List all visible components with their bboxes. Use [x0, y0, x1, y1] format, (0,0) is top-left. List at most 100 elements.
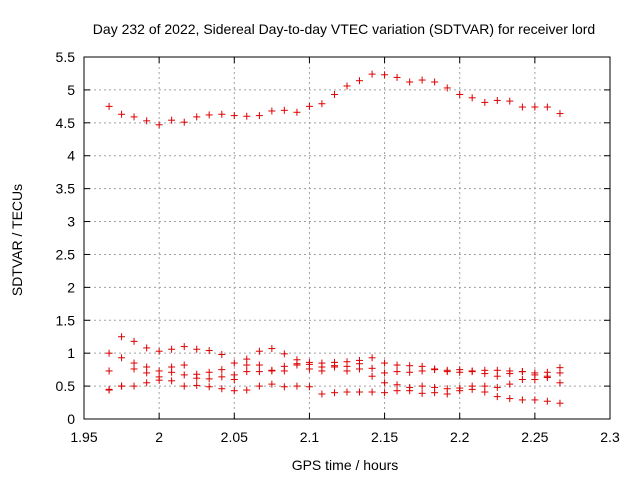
x-tick-label: 2.15: [371, 429, 398, 445]
data-point: [443, 390, 451, 398]
data-point: [218, 110, 226, 118]
data-point: [343, 367, 351, 375]
data-point: [155, 376, 163, 384]
data-point: [255, 361, 263, 369]
y-tick-label: 2: [67, 279, 75, 295]
x-tick-label: 2: [155, 429, 163, 445]
y-tick-label: 3: [67, 214, 75, 230]
x-tick-label: 2.2: [450, 429, 470, 445]
data-point: [318, 367, 326, 375]
data-point: [355, 365, 363, 373]
data-point: [143, 369, 151, 377]
data-point: [318, 100, 326, 108]
data-point: [143, 344, 151, 352]
data-point: [243, 386, 251, 394]
data-point: [205, 347, 213, 355]
data-point: [531, 396, 539, 404]
x-tick-label: 1.95: [70, 429, 97, 445]
data-point: [456, 387, 464, 395]
axis-ticks: 1.95 2 2.05 2.1 2.15 2.2 2.25 2.3 0 0.5 1 1.5 2 2.5 3 3…: [56, 49, 620, 445]
data-point: [368, 70, 376, 78]
data-point: [230, 376, 238, 384]
data-point: [268, 345, 276, 353]
data-point: [193, 113, 201, 121]
data-point: [180, 343, 188, 351]
y-tick-label: 5: [67, 82, 75, 98]
data-point: [431, 389, 439, 397]
y-axis-label: SDTVAR / TECUs: [9, 184, 25, 296]
data-point: [368, 372, 376, 380]
data-point: [305, 365, 313, 373]
data-point: [193, 381, 201, 389]
data-point: [381, 359, 389, 367]
data-point: [318, 390, 326, 398]
data-points: [105, 70, 564, 407]
data-point: [531, 103, 539, 111]
data-point: [406, 368, 414, 376]
data-point: [456, 91, 464, 99]
data-point: [468, 94, 476, 102]
data-point: [105, 386, 113, 394]
data-point: [331, 389, 339, 397]
data-point: [493, 96, 501, 104]
data-point: [493, 383, 501, 391]
data-point: [531, 376, 539, 384]
data-point: [293, 382, 301, 390]
x-axis-label: GPS time / hours: [292, 457, 399, 473]
data-point: [168, 377, 176, 385]
data-point: [193, 374, 201, 382]
y-tick-label: 4: [67, 148, 75, 164]
data-point: [418, 389, 426, 397]
data-point: [180, 371, 188, 379]
data-point: [180, 118, 188, 126]
data-point: [280, 383, 288, 391]
data-point: [280, 350, 288, 358]
data-point: [543, 397, 551, 405]
data-point: [481, 98, 489, 106]
data-point: [518, 368, 526, 376]
data-point: [506, 97, 514, 105]
data-point: [431, 366, 439, 374]
data-point: [355, 77, 363, 85]
data-point: [456, 368, 464, 376]
data-point: [481, 388, 489, 396]
data-point: [243, 112, 251, 120]
data-point: [280, 367, 288, 375]
data-point: [130, 359, 138, 367]
data-point: [205, 368, 213, 376]
data-point: [255, 382, 263, 390]
data-point: [393, 381, 401, 389]
data-point: [180, 361, 188, 369]
data-point: [443, 84, 451, 92]
data-point: [118, 110, 126, 118]
data-point: [143, 117, 151, 125]
data-point: [105, 102, 113, 110]
data-point: [155, 347, 163, 355]
y-tick-label: 4.5: [56, 115, 76, 131]
x-tick-label: 2.3: [600, 429, 620, 445]
data-point: [105, 349, 113, 357]
data-point: [143, 379, 151, 387]
y-tick-label: 3.5: [56, 181, 76, 197]
data-point: [280, 106, 288, 114]
data-point: [368, 388, 376, 396]
data-point: [143, 363, 151, 371]
data-point: [543, 374, 551, 382]
data-point: [105, 367, 113, 375]
data-point: [205, 383, 213, 391]
data-point: [418, 76, 426, 84]
data-point: [343, 388, 351, 396]
data-point: [255, 347, 263, 355]
data-point: [556, 399, 564, 407]
data-point: [230, 112, 238, 120]
data-point: [418, 382, 426, 390]
y-tick-label: 5.5: [56, 49, 76, 65]
data-point: [493, 372, 501, 380]
data-point: [468, 385, 476, 393]
data-point: [168, 368, 176, 376]
y-tick-label: 1.5: [56, 312, 76, 328]
data-point: [243, 361, 251, 369]
data-point: [381, 389, 389, 397]
data-point: [556, 379, 564, 387]
data-point: [393, 387, 401, 395]
